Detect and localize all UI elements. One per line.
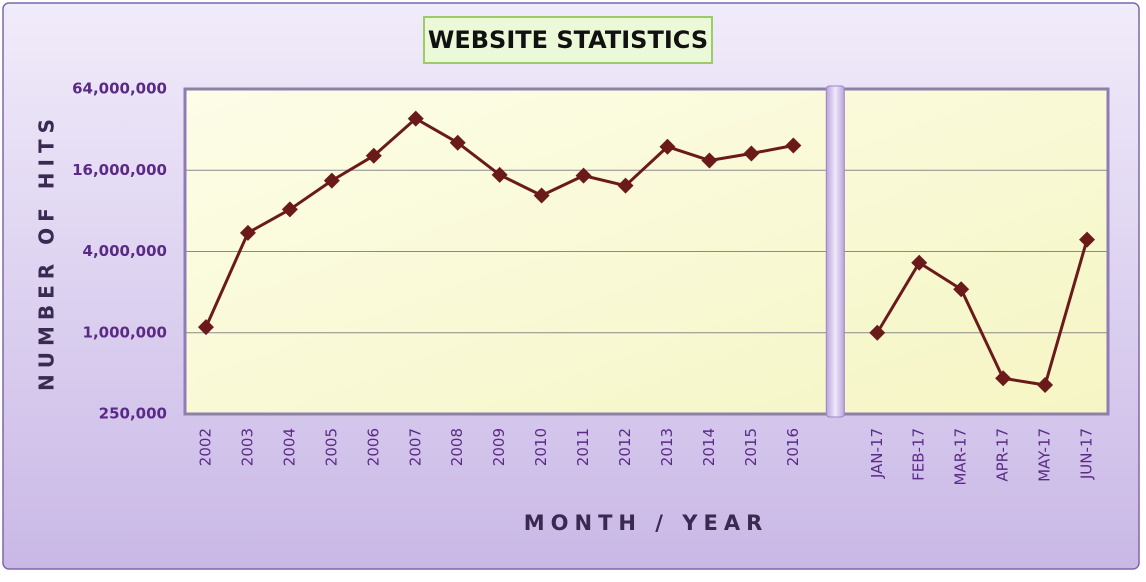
chart-title: WEBSITE STATISTICS [428, 26, 708, 54]
x-tick-label: 2015 [742, 428, 760, 466]
y-tick-label: 250,000 [99, 405, 167, 423]
x-tick-label: MAR-17 [952, 428, 970, 486]
x-tick-label: APR-17 [994, 428, 1012, 482]
x-tick-label: 2010 [532, 428, 550, 466]
x-tick-label: 2013 [658, 428, 676, 466]
marker [1037, 377, 1054, 394]
x-tick-label: 2011 [574, 428, 592, 466]
marker [743, 145, 760, 162]
marker [701, 152, 718, 169]
marker [869, 324, 886, 341]
x-tick-label: JUN-17 [1078, 428, 1096, 480]
marker [575, 167, 592, 184]
x-tick-label: 2014 [700, 428, 718, 466]
x-tick-label: 2002 [196, 428, 214, 466]
x-tick-label: 2009 [490, 428, 508, 466]
x-tick-label: 2016 [784, 428, 802, 466]
x-tick-label: 2008 [448, 428, 466, 466]
y-tick-label: 64,000,000 [72, 80, 167, 98]
x-tick-label: FEB-17 [910, 428, 928, 481]
marker [449, 134, 466, 151]
y-tick-label: 4,000,000 [83, 242, 167, 260]
marker [239, 224, 256, 241]
marker [365, 147, 382, 164]
y-tick-label: 16,000,000 [72, 161, 167, 179]
section-divider [825, 85, 845, 418]
marker [1079, 231, 1096, 248]
marker [281, 201, 298, 218]
y-axis-label: NUMBER OF HITS [35, 113, 59, 391]
marker [491, 166, 508, 183]
marker [785, 137, 802, 154]
x-tick-label: 2012 [616, 428, 634, 466]
x-tick-label: 2003 [238, 428, 256, 466]
y-tick-label: 1,000,000 [83, 323, 167, 341]
x-tick-label: 2007 [406, 428, 424, 466]
x-tick-label: 2005 [322, 428, 340, 466]
x-tick-label: 2004 [280, 428, 298, 466]
x-tick-label: 2006 [364, 428, 382, 466]
marker [617, 177, 634, 194]
x-tick-label: MAY-17 [1036, 428, 1054, 482]
marker [953, 281, 970, 298]
marker [911, 254, 928, 271]
marker [995, 370, 1012, 387]
marker [533, 187, 550, 204]
x-axis-label: MONTH / YEAR [524, 511, 769, 535]
marker [407, 110, 424, 127]
title-box [423, 16, 713, 64]
marker [197, 319, 214, 336]
x-tick-label: JAN-17 [868, 428, 886, 479]
marker [323, 172, 340, 189]
marker [659, 138, 676, 155]
